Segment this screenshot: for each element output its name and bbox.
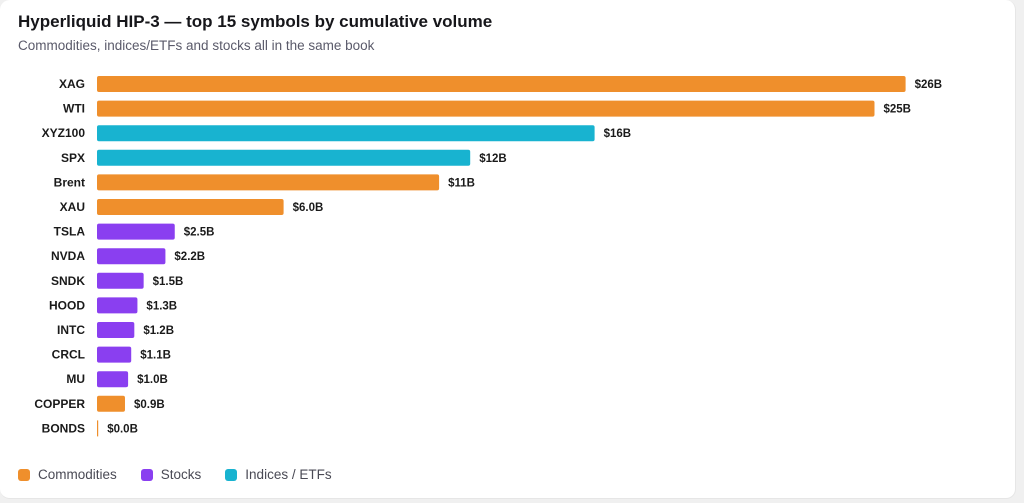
data-label: $1.1B (140, 350, 171, 362)
data-label: $2.5B (184, 227, 215, 239)
bar-hood (97, 297, 138, 314)
y-tick-label: XAU (60, 200, 85, 214)
legend-item: Indices / ETFs (225, 467, 332, 482)
data-label: $0.9B (134, 399, 165, 411)
y-tick-label: TSLA (54, 225, 86, 239)
y-tick-label: XYZ100 (42, 126, 86, 140)
data-label: $1.3B (146, 300, 177, 312)
data-label: $6.0B (293, 202, 324, 214)
legend-label: Stocks (160, 467, 202, 482)
bar-xau (97, 199, 284, 215)
legend-item: Stocks (140, 467, 202, 482)
chart-subtitle: Commodities, indices/ETFs and stocks all… (18, 38, 375, 53)
y-tick-label: XAG (59, 77, 85, 91)
bar-tsla (97, 223, 175, 240)
bar-brent (97, 174, 440, 191)
bar-intc (97, 322, 135, 338)
bar-mu (97, 371, 129, 388)
data-label: $1.5B (153, 276, 184, 288)
data-label: $0.0B (107, 423, 138, 435)
bar-crcl (97, 346, 132, 363)
bar-spx (97, 149, 471, 166)
y-tick-label: COPPER (34, 397, 85, 411)
bar-chart: XAG $26B WTI $25B XYZ100 $16B SPX $12B Brent $11B… (34, 76, 943, 437)
y-tick-label: BONDS (42, 421, 85, 435)
bar-wti (97, 100, 875, 117)
chart-legend: Commodities Stocks Indices / ETFs (18, 467, 332, 482)
y-tick-label: SPX (61, 151, 85, 165)
data-label: $12B (479, 153, 507, 165)
y-tick-label: MU (66, 372, 85, 386)
y-tick-label: HOOD (49, 298, 85, 312)
data-label: $11B (448, 177, 475, 189)
data-label: $2.2B (174, 251, 205, 263)
legend-label: Indices / ETFs (245, 467, 332, 482)
bar-xyz100 (97, 125, 595, 142)
bar-bonds (97, 420, 99, 437)
data-label: $1.0B (137, 374, 168, 386)
y-tick-label: CRCL (52, 348, 85, 362)
bar-xag (97, 76, 906, 92)
bar-sndk (97, 272, 144, 289)
bar-copper (97, 395, 125, 412)
chart-title: Hyperliquid HIP-3 — top 15 symbols by cu… (18, 12, 493, 31)
data-label: $1.2B (143, 325, 174, 337)
legend-swatch (225, 468, 238, 481)
legend-label: Commodities (38, 467, 117, 482)
y-tick-label: Brent (54, 175, 85, 189)
data-label: $25B (884, 104, 912, 116)
bar-nvda (97, 248, 166, 265)
y-tick-label: SNDK (51, 274, 85, 288)
legend-item: Commodities (18, 467, 117, 482)
legend-swatch (140, 468, 153, 481)
data-label: $16B (604, 128, 632, 140)
data-label: $26B (915, 79, 943, 91)
y-tick-label: NVDA (51, 249, 85, 263)
y-tick-label: INTC (57, 323, 85, 337)
y-tick-label: WTI (63, 102, 85, 116)
legend-swatch (18, 468, 30, 481)
